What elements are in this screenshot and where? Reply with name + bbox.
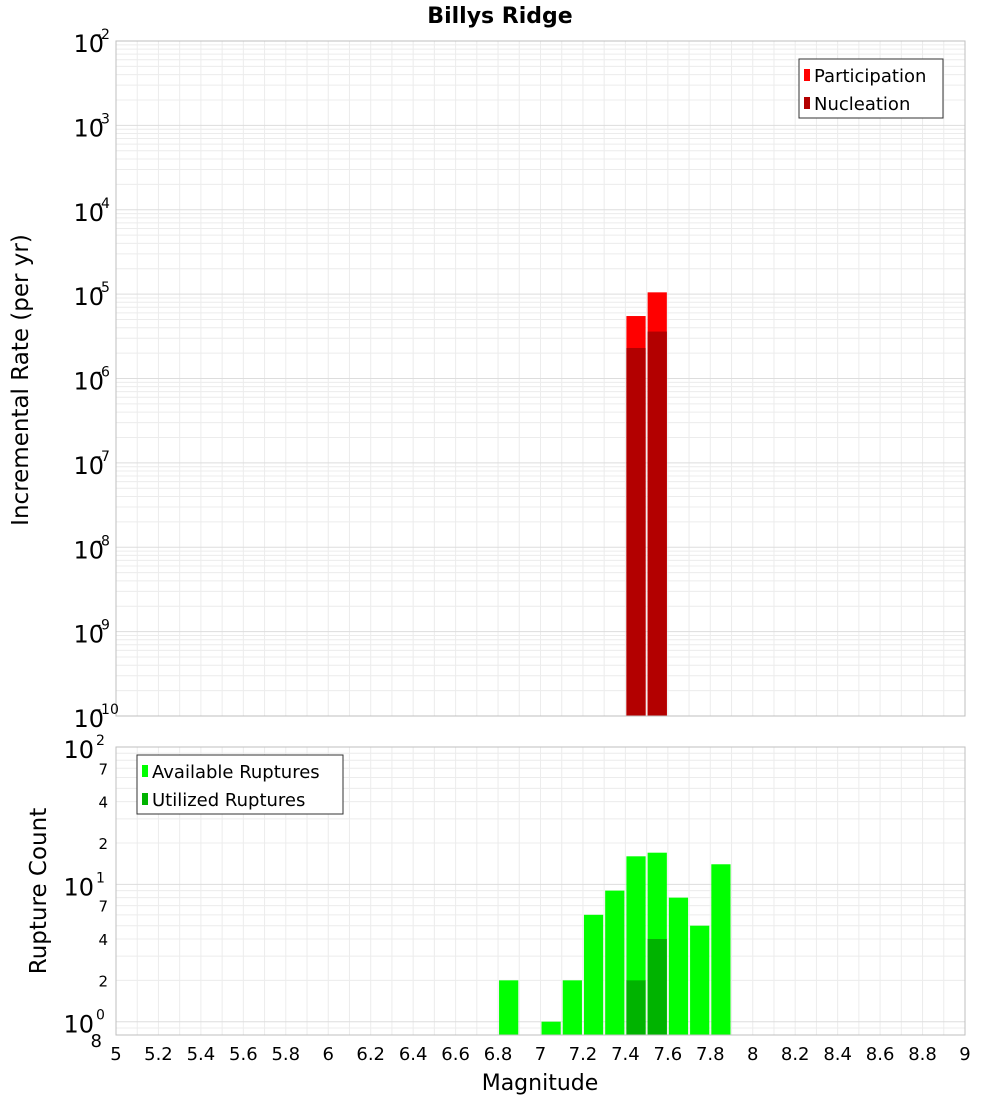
y-tick-exponent-bottom: 2 — [96, 733, 105, 749]
x-tick-label: 5.6 — [229, 1044, 258, 1065]
x-tick-label: 6 — [323, 1044, 334, 1065]
top-legend-box — [798, 58, 944, 119]
y-tick-exponent-top: -2 — [96, 27, 110, 43]
y-minor-tick-label-bottom: 4 — [98, 931, 108, 949]
y-tick-exponent-top: -9 — [96, 618, 110, 634]
utilized-ruptures-bar — [647, 939, 667, 1035]
available-ruptures-bar — [690, 925, 710, 1035]
nucleation-bar — [626, 347, 646, 716]
top-legend-swatch — [804, 97, 810, 109]
y-tick-label-top: 10 — [73, 199, 104, 227]
available-ruptures-bar — [499, 980, 519, 1035]
x-tick-label: 7.2 — [569, 1044, 598, 1065]
nucleation-bar — [647, 331, 667, 716]
x-tick-label: 7 — [535, 1044, 546, 1065]
y-tick-label-top: 10 — [73, 536, 104, 564]
y-tick-label-top: 10 — [73, 30, 104, 58]
x-tick-label: 6.4 — [399, 1044, 428, 1065]
y-axis-title-top: Incremental Rate (per yr) — [8, 234, 34, 526]
y-minor-tick-label-bottom: 7 — [98, 760, 108, 778]
x-tick-label: 8.6 — [866, 1044, 895, 1065]
y-tick-exponent-bottom: 1 — [96, 870, 105, 886]
y-tick-label-top: 10 — [73, 283, 104, 311]
x-tick-label: 8.4 — [823, 1044, 852, 1065]
available-ruptures-bar — [668, 897, 689, 1035]
y-tick-exponent-top: -6 — [96, 365, 110, 381]
y-axis-title-bottom: Rupture Count — [26, 808, 52, 974]
x-tick-label: 8.2 — [781, 1044, 810, 1065]
y-tick-exponent-top: -8 — [96, 533, 110, 549]
bottom-legend-swatch — [142, 765, 148, 777]
x-tick-label: 7.4 — [611, 1044, 640, 1065]
x-tick-label: 7.6 — [654, 1044, 683, 1065]
bottom-legend-box — [136, 754, 344, 815]
available-ruptures-bar — [711, 864, 731, 1035]
x-tick-label: 8.8 — [908, 1044, 937, 1065]
top-legend-label: Nucleation — [814, 94, 910, 115]
y-minor-tick-label-bottom: 7 — [98, 898, 108, 916]
y-tick-label-bottom: 10 — [63, 736, 94, 764]
y-tick-exponent-top: -5 — [96, 280, 110, 296]
x-tick-label: 5.4 — [187, 1044, 216, 1065]
y-tick-label-bottom: 10 — [63, 1011, 94, 1039]
y-minor-tick-label-bottom: 4 — [98, 794, 108, 812]
x-tick-label: 5 — [110, 1044, 121, 1065]
top-legend-swatch — [804, 69, 810, 81]
available-ruptures-bar — [541, 1021, 561, 1035]
bottom-legend-swatch — [142, 793, 148, 805]
y-tick-exponent-bottom: 0 — [96, 1008, 105, 1024]
y-tick-label-top: 10 — [73, 452, 104, 480]
y-minor-tick-label-bottom: 8 — [91, 1031, 102, 1052]
y-tick-label-top: 10 — [73, 705, 104, 733]
y-tick-exponent-top: -3 — [96, 111, 110, 127]
top-legend-label: Participation — [814, 66, 926, 87]
x-tick-label: 6.6 — [441, 1044, 470, 1065]
x-tick-label: 5.8 — [271, 1044, 300, 1065]
x-tick-label: 5.2 — [144, 1044, 173, 1065]
bottom-legend-label: Utilized Ruptures — [152, 790, 305, 811]
y-tick-exponent-top: -10 — [96, 702, 119, 718]
bottom-legend-label: Available Ruptures — [152, 762, 320, 783]
y-tick-label-top: 10 — [73, 114, 104, 142]
y-minor-tick-label-bottom: 2 — [98, 972, 108, 990]
available-ruptures-bar — [583, 914, 604, 1035]
y-tick-exponent-top: -7 — [96, 449, 110, 465]
top-plot-frame — [115, 40, 966, 717]
y-minor-tick-label-bottom: 2 — [98, 835, 108, 853]
x-tick-label: 8 — [747, 1044, 758, 1065]
y-tick-exponent-top: -4 — [96, 196, 110, 212]
bottom-plot-frame — [115, 746, 966, 1036]
y-tick-label-top: 10 — [73, 621, 104, 649]
available-ruptures-bar — [605, 890, 625, 1035]
x-tick-label: 9 — [959, 1044, 970, 1065]
chart-title: Billys Ridge — [427, 4, 572, 29]
x-tick-label: 7.8 — [696, 1044, 725, 1065]
y-tick-label-top: 10 — [73, 368, 104, 396]
x-tick-label: 6.8 — [484, 1044, 513, 1065]
available-ruptures-bar — [562, 980, 582, 1035]
utilized-ruptures-bar — [626, 980, 646, 1035]
x-tick-label: 6.2 — [356, 1044, 385, 1065]
y-tick-label-bottom: 10 — [63, 873, 94, 901]
x-axis-title: Magnitude — [482, 1071, 599, 1096]
